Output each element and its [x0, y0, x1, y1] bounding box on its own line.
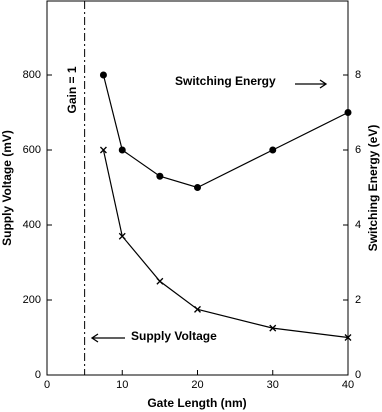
- y-tick-label: 200: [23, 294, 41, 306]
- y-tick-label: 600: [23, 144, 41, 156]
- y2-tick-label: 6: [355, 144, 361, 156]
- marker: [99, 71, 107, 79]
- marker: [156, 277, 164, 285]
- gain-label: Gain = 1: [65, 66, 79, 113]
- x-axis-label: Gate Length (nm): [147, 396, 246, 410]
- x-tick-label: 40: [342, 379, 354, 391]
- marker: [194, 305, 201, 313]
- series-line: [102, 74, 349, 189]
- y2-tick-label: 0: [355, 369, 361, 381]
- legend-label: Supply Voltage: [131, 329, 217, 343]
- marker: [269, 324, 277, 332]
- y-tick-label: 400: [23, 219, 41, 231]
- marker: [344, 109, 352, 116]
- x-tick-label: 30: [267, 379, 279, 391]
- x-tick-label: 0: [44, 379, 50, 391]
- legend-arrow: [295, 79, 328, 89]
- marker: [99, 146, 107, 154]
- marker: [156, 172, 164, 180]
- marker: [269, 146, 277, 154]
- y2-tick-label: 8: [355, 69, 361, 81]
- y-tick-label: 0: [35, 369, 41, 381]
- legend-label: Switching Energy: [175, 74, 276, 88]
- x-tick-label: 20: [191, 379, 203, 391]
- y2-axis-label: Switching Energy (eV): [366, 125, 380, 252]
- y-tick-label: 800: [23, 69, 41, 81]
- marker: [118, 232, 126, 240]
- y-axis-label: Supply Voltage (mV): [0, 130, 14, 246]
- marker: [344, 334, 352, 341]
- marker: [194, 184, 201, 191]
- marker: [118, 146, 126, 154]
- y2-tick-label: 2: [355, 294, 361, 306]
- x-tick-label: 10: [116, 379, 128, 391]
- series-line: [102, 149, 349, 339]
- legend-arrow: [90, 333, 125, 343]
- y2-tick-label: 4: [355, 219, 361, 231]
